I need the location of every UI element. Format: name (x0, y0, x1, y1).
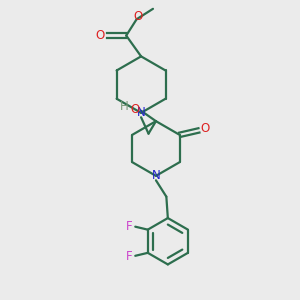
Text: O: O (130, 103, 139, 116)
Text: N: N (137, 106, 146, 119)
Text: F: F (125, 250, 132, 263)
Text: N: N (152, 169, 160, 182)
Text: O: O (201, 122, 210, 135)
Text: O: O (96, 29, 105, 42)
Text: H: H (120, 100, 129, 113)
Text: F: F (125, 220, 132, 232)
Text: O: O (134, 10, 143, 23)
